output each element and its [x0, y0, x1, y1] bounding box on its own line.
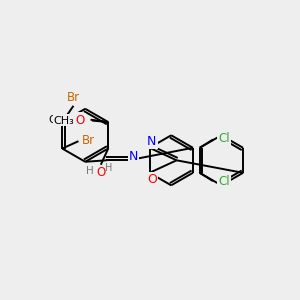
Text: Cl: Cl	[218, 175, 230, 188]
Text: N: N	[147, 135, 157, 148]
Text: O: O	[148, 173, 158, 186]
Text: Br: Br	[82, 134, 95, 147]
Text: CH₃: CH₃	[54, 116, 74, 126]
Text: Cl: Cl	[218, 133, 230, 146]
Text: N: N	[129, 150, 139, 163]
Text: O: O	[96, 166, 105, 179]
Text: H: H	[86, 166, 94, 176]
Text: OCH₃: OCH₃	[49, 115, 76, 125]
Text: O: O	[73, 113, 82, 126]
Text: Br: Br	[67, 92, 80, 104]
Text: O: O	[76, 114, 85, 127]
Text: H: H	[105, 163, 112, 173]
